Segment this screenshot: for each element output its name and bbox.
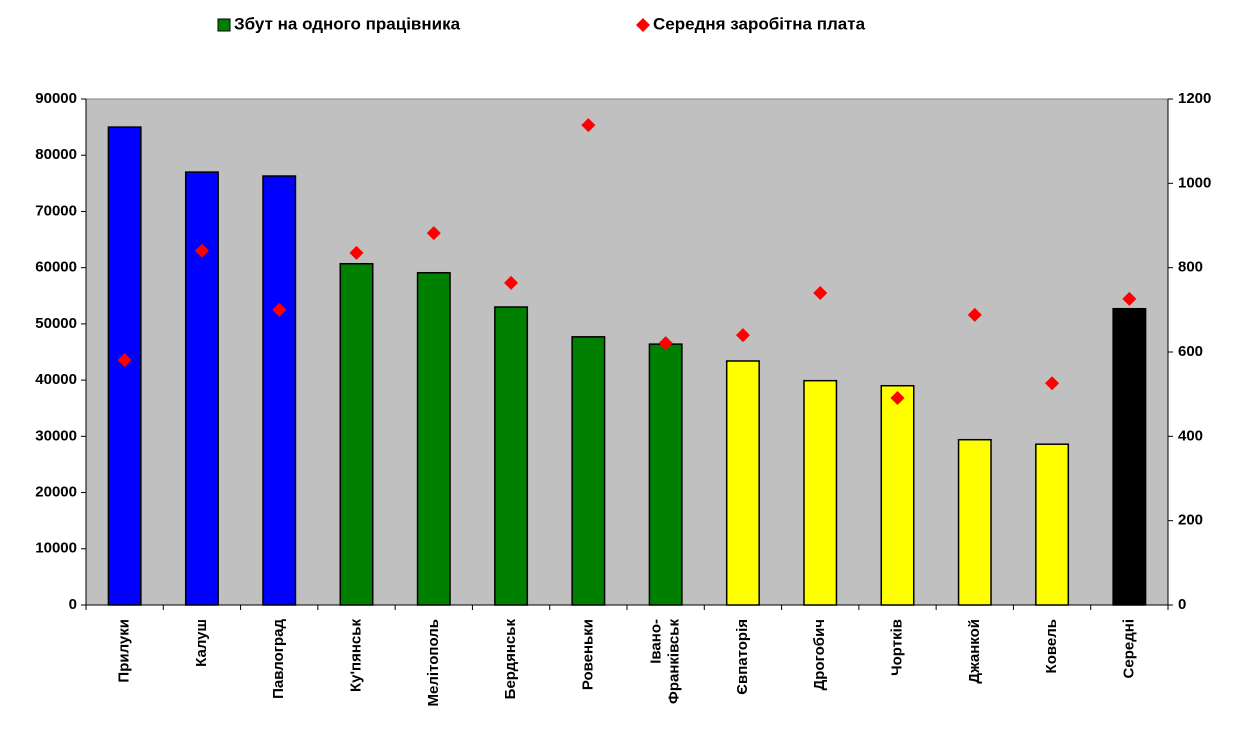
bar — [1112, 307, 1147, 606]
x-tick-label: Євпаторія — [734, 619, 751, 695]
legend-swatch — [217, 18, 231, 32]
marker — [813, 285, 828, 300]
legend-label: Збут на одного працівника — [234, 14, 461, 33]
bar — [416, 271, 451, 606]
marker — [504, 275, 519, 290]
bar — [262, 175, 297, 606]
marker — [349, 245, 364, 260]
y-tick-label: 0 — [69, 596, 77, 613]
y-tick-label: 40000 — [35, 371, 77, 388]
x-tick-label: Чортків — [888, 619, 905, 676]
marker — [735, 328, 750, 343]
bar — [648, 343, 683, 606]
y-tick-label: 80000 — [35, 146, 77, 163]
x-tick-label: Івано-Франківськ — [648, 619, 683, 704]
bar — [803, 379, 838, 606]
x-tick-label: Мелітополь — [425, 619, 442, 706]
x-tick-label: Ковель — [1043, 619, 1060, 673]
marker — [426, 226, 441, 241]
marker — [272, 302, 287, 317]
marker — [1122, 291, 1137, 306]
marker — [117, 353, 132, 368]
y-tick-label: 20000 — [35, 484, 77, 501]
bar — [184, 171, 219, 606]
marker — [1045, 376, 1060, 391]
x-tick-label: Ровеньки — [579, 619, 596, 690]
y2-tick-label: 1200 — [1178, 90, 1211, 107]
legend-swatch — [636, 18, 650, 32]
x-tick-label: Бердянськ — [502, 619, 519, 700]
y-tick-label: 90000 — [35, 90, 77, 107]
bar — [339, 262, 374, 606]
marker — [967, 307, 982, 322]
y2-tick-label: 600 — [1178, 343, 1203, 360]
bar — [571, 336, 606, 606]
bar — [725, 360, 760, 606]
y-tick-label: 30000 — [35, 427, 77, 444]
bar — [494, 306, 529, 606]
y2-tick-label: 800 — [1178, 259, 1203, 276]
x-tick-label: Джанкой — [966, 619, 983, 684]
x-tick-label: Ку'пянськ — [347, 619, 364, 693]
y-tick-label: 70000 — [35, 202, 77, 219]
legend-label: Середня заробітна плата — [653, 14, 866, 33]
y2-tick-label: 400 — [1178, 427, 1203, 444]
bar — [1035, 443, 1070, 606]
marker — [581, 118, 596, 133]
y-tick-label: 60000 — [35, 259, 77, 276]
y2-tick-label: 1000 — [1178, 174, 1211, 191]
y-tick-label: 50000 — [35, 315, 77, 332]
marker — [890, 390, 905, 405]
x-tick-label: Прилуки — [116, 619, 133, 683]
x-tick-label: Дрогобич — [811, 619, 828, 690]
y-tick-label: 10000 — [35, 540, 77, 557]
marker — [194, 243, 209, 258]
x-tick-label: Павлоград — [270, 619, 287, 699]
x-tick-label: Калуш — [193, 619, 210, 667]
y2-tick-label: 0 — [1178, 596, 1186, 613]
plot-area — [85, 98, 1169, 606]
y2-tick-label: 200 — [1178, 512, 1203, 529]
marker — [658, 336, 673, 351]
bar — [957, 438, 992, 606]
x-tick-label: Середні — [1120, 619, 1137, 678]
bar — [880, 384, 915, 606]
